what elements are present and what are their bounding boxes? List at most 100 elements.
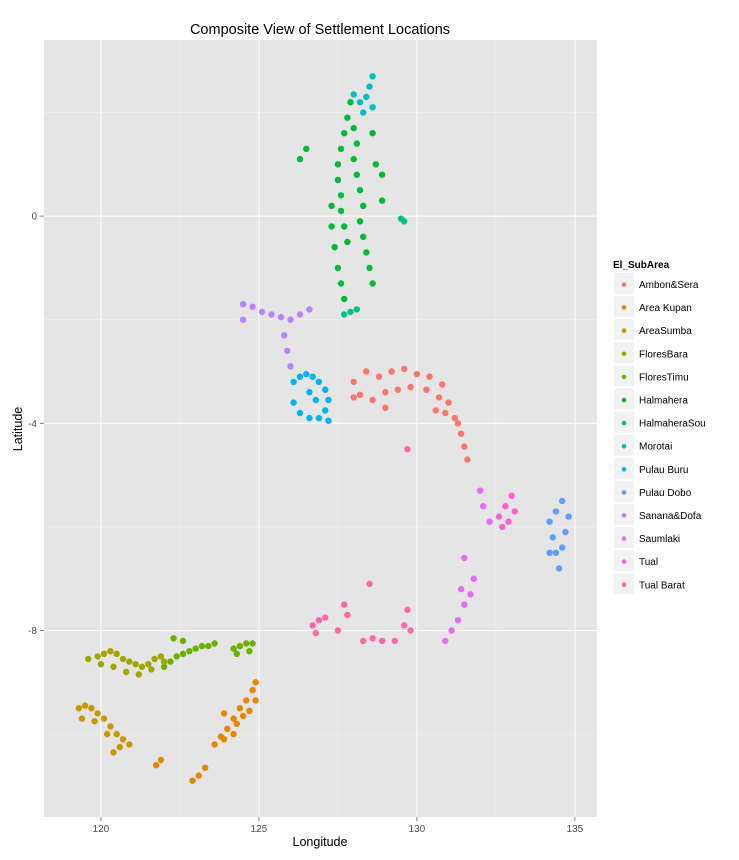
x-ticks: 120 125 130 135 [93,817,584,835]
data-point [331,244,338,251]
x-tick-label: 125 [251,824,268,835]
data-point [369,396,376,404]
legend-swatch [621,351,627,357]
data-point [363,249,370,256]
data-point [407,627,414,634]
data-point [132,661,139,668]
data-point [356,218,364,225]
data-point [246,648,253,655]
data-point [511,508,518,515]
data-point [211,741,218,748]
data-point [179,650,187,657]
data-point [230,730,237,738]
data-point [249,303,256,310]
series-halmaherasou [341,215,408,318]
data-point [249,686,256,694]
legend-label: Halmahera [639,396,688,407]
legend-swatch [621,374,627,380]
data-point [559,544,566,551]
legend-swatch [621,582,627,588]
data-point [202,764,209,771]
data-point [366,580,373,588]
data-point [341,223,348,230]
data-point [205,642,212,650]
legend-label: Tual [639,557,658,568]
legend-swatch [621,420,627,426]
legend-swatch [621,490,627,495]
y-ticks: 0 -4 -8 [28,212,44,637]
data-point [350,124,357,132]
data-point [107,723,114,730]
data-point [344,611,351,619]
legend-swatch [621,513,627,518]
series-tual-barat [309,446,414,645]
y-tick-label: -8 [28,626,37,637]
data-point [341,130,348,137]
data-point [296,409,304,417]
data-point [559,497,566,505]
data-point [119,655,127,663]
series-florestimu [160,635,256,670]
data-point [230,715,237,722]
data-point [394,386,402,393]
data-point [549,534,556,541]
data-point [356,391,364,398]
data-point [360,202,367,209]
data-point [249,640,256,647]
data-point [372,161,379,168]
data-point [378,637,386,645]
series-saumlaki [442,487,493,645]
data-point [246,707,253,714]
data-point [448,627,455,634]
data-point [391,637,398,645]
legend-label: Sanana&Dofa [639,511,702,522]
legend-label: Ambon&Sera [639,280,699,291]
data-point [388,368,395,375]
y-tick-label: 0 [31,212,37,223]
data-point [312,629,319,637]
legend-label: Saumlaki [639,534,680,545]
data-point [423,386,430,393]
data-point [404,446,411,453]
data-point [277,313,285,321]
data-point [350,394,357,401]
data-point [107,648,114,655]
data-point [337,207,345,215]
data-point [356,99,364,106]
legend: El_SubArea Ambon&Sera Area Kupan AreaSumba… [613,260,706,595]
data-point [148,666,155,673]
data-point [306,389,313,396]
data-point [78,715,86,722]
data-point [296,155,304,163]
data-point [211,640,218,647]
data-point [233,650,240,657]
data-point [243,640,250,647]
data-point [252,697,259,704]
data-point [508,492,515,499]
data-point [325,417,332,424]
data-point [401,622,408,629]
series-halmahera [296,99,386,303]
data-point [378,197,386,204]
legend-swatch [621,282,627,287]
legend-swatch [621,397,627,403]
data-point [461,443,468,450]
data-point [233,720,240,727]
legend-swatch [621,536,627,541]
data-point [230,645,237,652]
data-point [110,749,117,756]
data-point [179,637,187,645]
data-point [439,381,446,388]
data-point [461,601,468,608]
data-point [350,155,357,163]
data-point [461,554,468,562]
legend-label: Morotai [639,442,672,453]
data-point [85,655,92,663]
data-point [366,264,373,272]
data-point [135,671,142,678]
data-point [303,145,310,152]
legend-label: FloresTimu [639,372,689,383]
data-point [325,396,332,404]
data-point [167,658,174,665]
